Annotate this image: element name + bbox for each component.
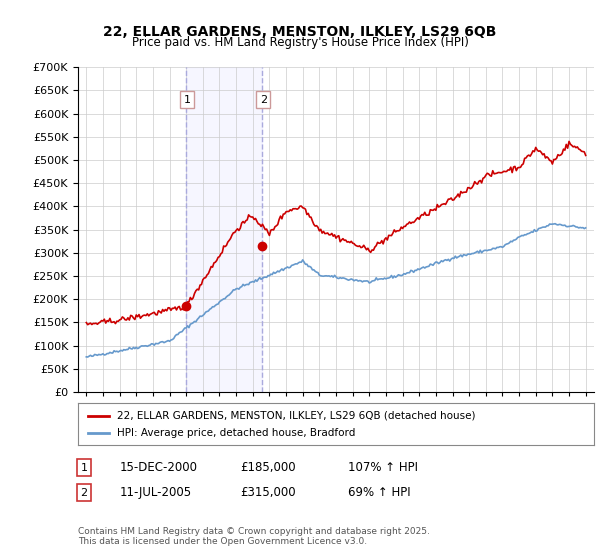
Text: 2: 2 [80, 488, 88, 498]
Text: 69% ↑ HPI: 69% ↑ HPI [348, 486, 410, 500]
Text: 1: 1 [184, 95, 191, 105]
Bar [185, 67, 262, 392]
Text: 15-DEC-2000: 15-DEC-2000 [120, 461, 198, 474]
Text: £185,000: £185,000 [240, 461, 296, 474]
Text: 2: 2 [260, 95, 267, 105]
Text: 11-JUL-2005: 11-JUL-2005 [120, 486, 192, 500]
Text: 1: 1 [80, 463, 88, 473]
Text: Price paid vs. HM Land Registry's House Price Index (HPI): Price paid vs. HM Land Registry's House … [131, 36, 469, 49]
Text: £315,000: £315,000 [240, 486, 296, 500]
Text: 107% ↑ HPI: 107% ↑ HPI [348, 461, 418, 474]
Text: 22, ELLAR GARDENS, MENSTON, ILKLEY, LS29 6QB (detached house): 22, ELLAR GARDENS, MENSTON, ILKLEY, LS29… [116, 411, 475, 421]
Text: Contains HM Land Registry data © Crown copyright and database right 2025.
This d: Contains HM Land Registry data © Crown c… [78, 526, 430, 546]
Text: HPI: Average price, detached house, Bradford: HPI: Average price, detached house, Brad… [116, 428, 355, 438]
Text: 22, ELLAR GARDENS, MENSTON, ILKLEY, LS29 6QB: 22, ELLAR GARDENS, MENSTON, ILKLEY, LS29… [103, 25, 497, 39]
